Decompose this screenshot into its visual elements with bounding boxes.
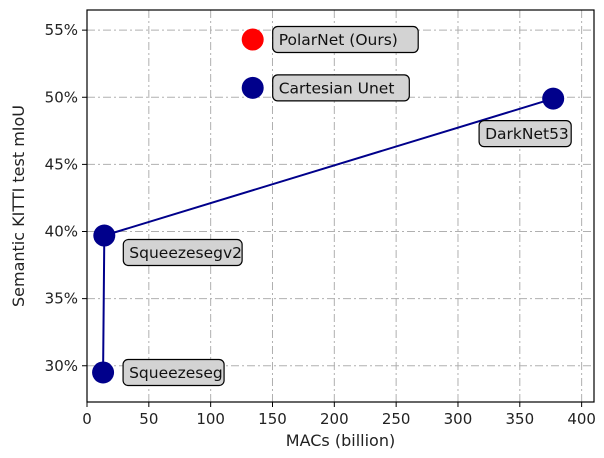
- x-axis-label: MACs (billion): [286, 431, 395, 450]
- y-tick-label: 35%: [45, 290, 78, 308]
- point-annotation: PolarNet (Ours): [272, 25, 419, 54]
- x-tick-label: 0: [82, 410, 92, 428]
- annotation-box: [272, 74, 410, 102]
- x-tick-label: 250: [382, 410, 411, 428]
- plot-frame: [86, 9, 595, 403]
- point-annotation: Squeezesegv2: [122, 238, 243, 267]
- x-tick-label: 100: [196, 410, 225, 428]
- annotation-label: Cartesian Unet: [279, 79, 395, 97]
- annotation-box: [272, 25, 419, 54]
- x-tick-label: 150: [258, 410, 287, 428]
- annotation-label: Squeezeseg: [129, 364, 223, 382]
- x-tick-label: 400: [567, 410, 596, 428]
- x-tick-label: 50: [139, 410, 158, 428]
- y-tick-label: 45%: [45, 155, 78, 173]
- data-point: [241, 28, 264, 51]
- annotation-label: Squeezesegv2: [129, 244, 242, 262]
- annotation-box: [122, 238, 243, 267]
- x-tick-label: 300: [444, 410, 473, 428]
- point-annotation: DarkNet53: [478, 120, 572, 148]
- x-tick-label: 350: [505, 410, 534, 428]
- annotation-label: DarkNet53: [485, 125, 569, 143]
- data-point: [542, 87, 565, 110]
- annotation-box: [478, 120, 572, 148]
- x-tick-label: 200: [320, 410, 349, 428]
- grid: [86, 10, 594, 402]
- tick-layer: 0 50 100 150 200 250 300 350 400 30% 35% 40% 45% 50% 5…: [45, 21, 596, 428]
- y-axis-label: Semantic KITTI test mIoU: [9, 105, 28, 307]
- y-tick-label: 50%: [45, 88, 78, 106]
- point-annotation: Cartesian Unet: [272, 74, 410, 102]
- y-tick-label: 40%: [45, 223, 78, 241]
- annotation-label: PolarNet (Ours): [279, 31, 398, 49]
- point-annotation: Squeezeseg: [122, 358, 225, 387]
- annotation-box: [122, 358, 225, 387]
- y-tick-label: 30%: [45, 357, 78, 375]
- data-point: [92, 361, 115, 384]
- data-point: [241, 76, 264, 99]
- annotation-layer: PolarNet (Ours) Cartesian Unet DarkNet53 Sq…: [122, 25, 572, 387]
- y-tick-label: 55%: [45, 21, 78, 39]
- data-point: [93, 224, 116, 247]
- point-layer: [92, 28, 565, 384]
